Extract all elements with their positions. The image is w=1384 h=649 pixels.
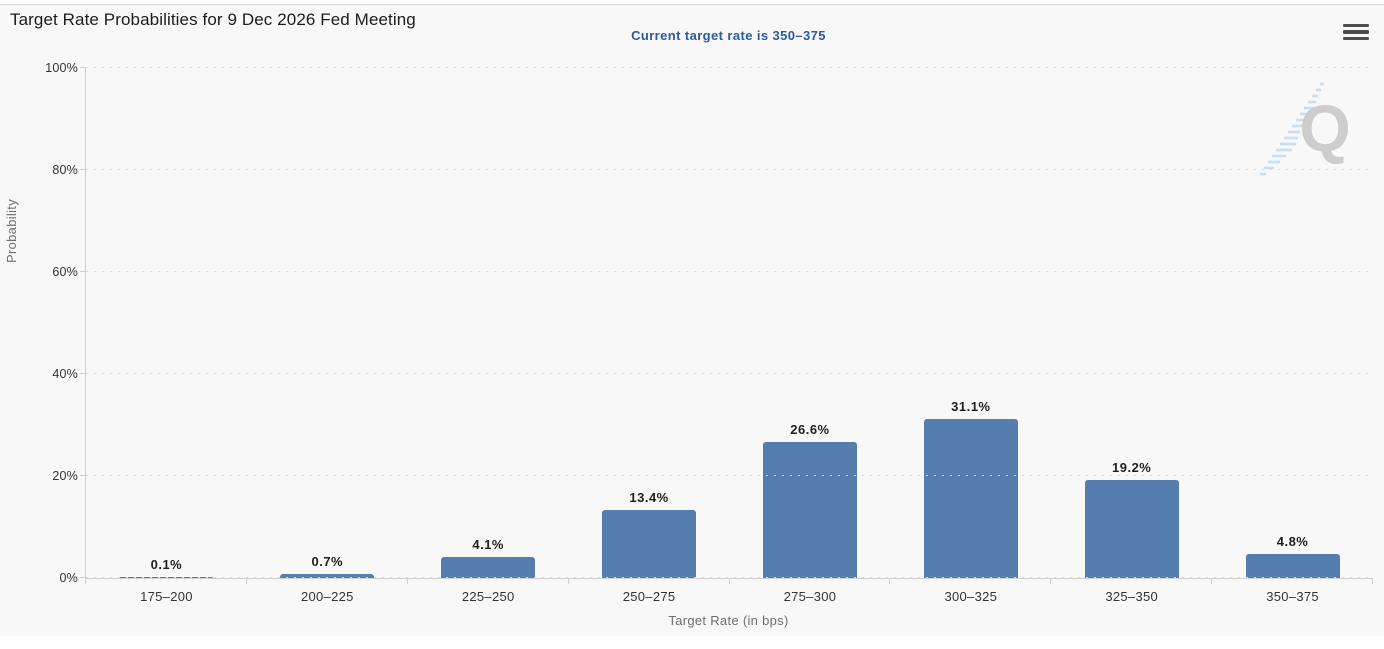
chart-title: Target Rate Probabilities for 9 Dec 2026…	[10, 10, 416, 29]
bar-value-label: 13.4%	[629, 490, 669, 505]
probability-bar[interactable]	[923, 419, 1018, 578]
y-tick-label: 100%	[45, 61, 78, 75]
gridline	[86, 474, 1373, 476]
probability-bar[interactable]	[1245, 554, 1340, 578]
bar-value-label: 31.1%	[951, 399, 991, 414]
y-axis-tick	[80, 271, 86, 272]
y-tick-label: 0%	[59, 571, 78, 585]
x-axis-tick	[245, 578, 247, 584]
y-tick-label: 40%	[52, 367, 78, 381]
x-axis-tick	[728, 578, 730, 584]
x-axis-tick	[406, 578, 408, 584]
bar-column: 0.7% 200–225	[247, 68, 408, 604]
probability-bar[interactable]	[1084, 480, 1179, 578]
bar-column: 4.8% 350–375	[1212, 68, 1373, 604]
probability-bar[interactable]	[602, 510, 697, 578]
x-tick-label: 175–200	[140, 589, 193, 604]
bar-column: 31.1% 300–325	[890, 68, 1051, 604]
x-axis-tick	[889, 578, 891, 584]
y-axis-tick	[80, 475, 86, 476]
y-axis-tick	[80, 169, 86, 170]
bar-value-label: 0.1%	[150, 557, 183, 572]
x-tick-label: 250–275	[622, 589, 676, 604]
bar-column: 4.1% 225–250	[408, 68, 569, 604]
y-axis-tick	[80, 577, 86, 578]
x-tick-label: 350–375	[1266, 589, 1319, 604]
x-tick-label: 300–325	[944, 589, 998, 604]
probability-bar[interactable]	[762, 442, 857, 578]
bar-value-label: 4.1%	[472, 537, 504, 552]
x-axis-tick	[1050, 578, 1052, 584]
y-axis-tick	[80, 373, 86, 374]
y-axis-labels: 0% 20% 40% 60% 80% 100%	[0, 61, 78, 585]
bar-value-label: 0.7%	[311, 554, 344, 569]
bar-column: 26.6% 275–300	[730, 68, 891, 604]
export-menu-button[interactable]	[1340, 18, 1372, 46]
y-tick-label: 80%	[52, 163, 78, 177]
chart-container: Target Rate Probabilities for 9 Dec 2026…	[0, 4, 1384, 636]
x-tick-label: 225–250	[461, 589, 515, 604]
bar-column: 0.1% 175–200	[86, 68, 247, 604]
plot-area: 0.1% 175–200 0.7% 200–225 4.1% 225–250 13.4% 25…	[80, 66, 1373, 604]
probability-bar[interactable]	[441, 557, 536, 578]
x-tick-label: 275–300	[783, 589, 837, 604]
gridline	[86, 168, 1373, 170]
bar-value-label: 19.2%	[1112, 460, 1152, 475]
x-axis-title: Target Rate (in bps)	[668, 613, 789, 628]
y-tick-label: 60%	[52, 265, 78, 279]
probability-bar[interactable]	[280, 574, 375, 578]
x-axis-tick	[85, 578, 86, 584]
gridline	[86, 576, 1373, 578]
y-axis-tick	[80, 67, 86, 68]
x-axis-tick	[1211, 578, 1213, 584]
bar-value-label: 26.6%	[790, 422, 830, 437]
gridline	[86, 270, 1373, 272]
chart-subtitle: Current target rate is 350–375	[631, 28, 826, 43]
x-tick-label: 325–350	[1105, 589, 1159, 604]
y-tick-label: 20%	[52, 469, 78, 483]
x-axis-tick	[1372, 578, 1373, 584]
bar-column: 19.2% 325–350	[1051, 68, 1212, 604]
x-axis-tick	[567, 578, 569, 584]
bar-series: 0.1% 175–200 0.7% 200–225 4.1% 225–250 13.4% 25…	[86, 68, 1373, 604]
bar-value-label: 4.8%	[1276, 534, 1309, 549]
gridline	[86, 372, 1373, 374]
bar-column: 13.4% 250–275	[569, 68, 730, 604]
gridline	[86, 66, 1373, 68]
x-tick-label: 200–225	[300, 589, 354, 604]
